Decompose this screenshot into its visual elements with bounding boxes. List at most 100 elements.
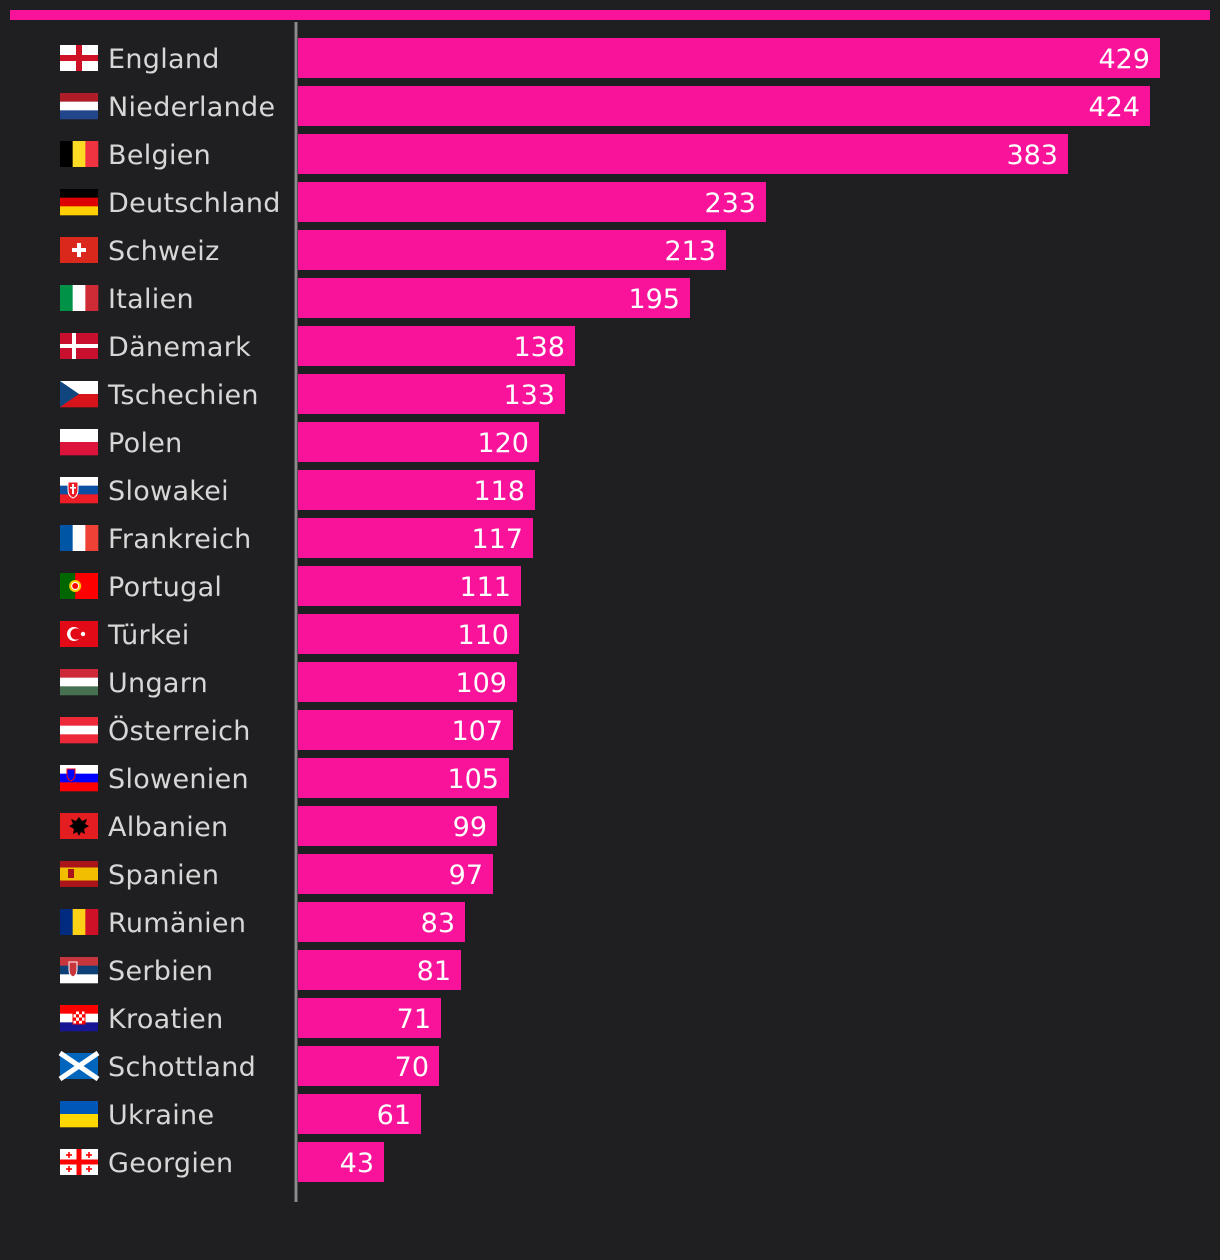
value-label: 383 xyxy=(1006,140,1058,171)
bar-row: Serbien 81 xyxy=(60,950,461,990)
bar-schottland xyxy=(298,1046,439,1086)
bar-rumänien xyxy=(298,902,465,942)
value-label: 99 xyxy=(453,812,487,843)
bar-row: Ukraine 61 xyxy=(60,1094,421,1134)
value-label: 424 xyxy=(1088,92,1140,123)
bar-row: Türkei 110 xyxy=(60,614,519,654)
value-label: 133 xyxy=(503,380,555,411)
bar-ungarn xyxy=(298,662,517,702)
bar-serbien xyxy=(298,950,461,990)
category-label: Schweiz xyxy=(108,236,220,267)
bar-row: Slowakei 118 xyxy=(60,470,535,510)
value-label: 109 xyxy=(455,668,507,699)
bar-polen xyxy=(298,422,539,462)
flag-croatia-icon xyxy=(60,1005,98,1032)
bar-albanien xyxy=(298,806,497,846)
category-label: Slowakei xyxy=(108,476,229,507)
value-label: 110 xyxy=(457,620,509,651)
category-label: Portugal xyxy=(108,572,222,603)
category-label: Polen xyxy=(108,428,183,459)
category-label: Tschechien xyxy=(107,380,259,411)
value-label: 429 xyxy=(1098,44,1150,75)
category-label: England xyxy=(108,44,220,75)
bar-row: Österreich 107 xyxy=(60,710,513,750)
bar-row: Ungarn 109 xyxy=(60,662,517,702)
bar-georgien xyxy=(298,1142,384,1182)
top-accent-bar xyxy=(10,10,1210,20)
bar-row: England 429 xyxy=(60,38,1160,78)
flag-netherlands-icon xyxy=(60,93,98,120)
bar-portugal xyxy=(298,566,521,606)
bar-row: Dänemark 138 xyxy=(60,326,575,366)
flag-italy-icon xyxy=(60,285,99,311)
bar-row: Tschechien 133 xyxy=(60,374,565,414)
flag-turkey-icon xyxy=(60,621,98,647)
flag-romania-icon xyxy=(60,909,99,935)
bar-row: Frankreich 117 xyxy=(60,518,533,558)
value-label: 107 xyxy=(451,716,503,747)
flag-germany-icon xyxy=(60,189,98,216)
flag-georgia-icon xyxy=(60,1149,98,1175)
category-label: Ukraine xyxy=(108,1100,214,1131)
bar-row: Schottland 70 xyxy=(58,1046,439,1086)
flag-slovenia-icon xyxy=(60,765,98,792)
value-label: 81 xyxy=(417,956,451,987)
flag-serbia-icon xyxy=(60,957,98,984)
flag-portugal-icon xyxy=(60,573,98,599)
flag-france-icon xyxy=(60,525,99,551)
flag-czechia-icon xyxy=(60,381,98,408)
flag-denmark-icon xyxy=(60,333,98,359)
category-label: Italien xyxy=(108,284,194,315)
category-label: Österreich xyxy=(108,715,251,747)
value-label: 105 xyxy=(447,764,499,795)
bar-row: Belgien 383 xyxy=(60,134,1068,174)
value-label: 195 xyxy=(628,284,680,315)
bar-tschechien xyxy=(298,374,565,414)
bar-england xyxy=(298,38,1160,78)
bar-dänemark xyxy=(298,326,575,366)
bar-spanien xyxy=(298,854,493,894)
bar-slowakei xyxy=(298,470,535,510)
value-label: 117 xyxy=(471,524,523,555)
bar-italien xyxy=(298,278,690,318)
bar-niederlande xyxy=(298,86,1150,126)
flag-spain-icon xyxy=(60,861,98,887)
category-label: Spanien xyxy=(108,860,219,891)
bar-slowenien xyxy=(298,758,509,798)
bar-schweiz xyxy=(298,230,726,270)
bar-row: Rumänien 83 xyxy=(60,902,465,942)
value-label: 97 xyxy=(449,860,483,891)
flag-ukraine-icon xyxy=(60,1101,98,1128)
value-label: 111 xyxy=(459,572,511,603)
category-label: Albanien xyxy=(108,812,228,843)
flag-poland-icon xyxy=(60,429,98,456)
value-label: 71 xyxy=(397,1004,431,1035)
flag-england-icon xyxy=(60,45,98,71)
bar-ukraine xyxy=(298,1094,421,1134)
category-label: Schottland xyxy=(108,1052,256,1083)
bar-row: Schweiz 213 xyxy=(60,230,726,270)
category-label: Slowenien xyxy=(108,764,249,795)
bar-deutschland xyxy=(298,182,766,222)
bar-row: Deutschland 233 xyxy=(60,182,766,222)
bar-row: Slowenien 105 xyxy=(60,758,509,798)
category-label: Ungarn xyxy=(108,668,208,699)
flag-belgium-icon xyxy=(60,141,99,167)
bar-row: Italien 195 xyxy=(60,278,690,318)
bar-row: Spanien 97 xyxy=(60,854,493,894)
value-label: 120 xyxy=(477,428,529,459)
value-label: 61 xyxy=(377,1100,411,1131)
flag-scotland-icon xyxy=(58,1050,100,1082)
category-label: Dänemark xyxy=(108,332,251,363)
flag-switzerland-icon xyxy=(60,237,98,263)
value-label: 233 xyxy=(704,188,756,219)
bar-row: Albanien 99 xyxy=(60,806,497,846)
category-label: Kroatien xyxy=(108,1004,224,1035)
flag-austria-icon xyxy=(60,717,98,744)
bar-frankreich xyxy=(298,518,533,558)
value-label: 83 xyxy=(421,908,455,939)
bar-österreich xyxy=(298,710,513,750)
bar-row: Niederlande 424 xyxy=(60,86,1150,126)
value-label: 118 xyxy=(473,476,525,507)
